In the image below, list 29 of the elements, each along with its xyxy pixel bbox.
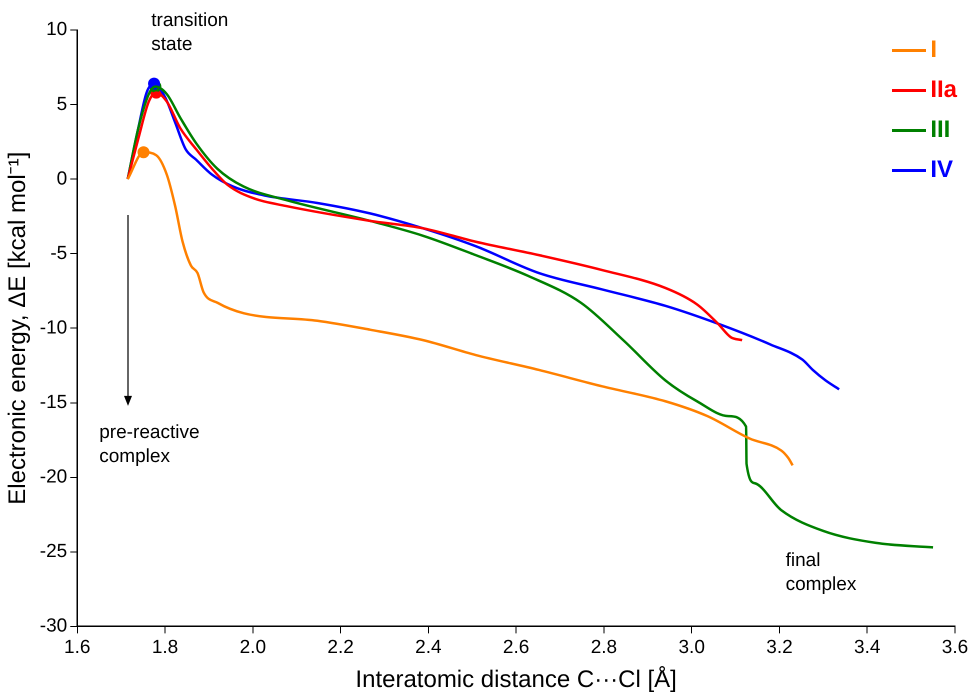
x-axis-title: Interatomic distance C···Cl [Å] — [355, 666, 677, 694]
y-tick-label: -30 — [40, 616, 68, 637]
legend-label: III — [930, 116, 950, 144]
x-tick-label: 3.6 — [942, 637, 968, 658]
x-tick-label: 2.8 — [590, 637, 618, 658]
y-tick-label: -5 — [50, 242, 68, 264]
x-tick-label: 2.4 — [415, 637, 442, 658]
legend-label: I — [930, 36, 937, 64]
annotation: final complex — [786, 548, 856, 597]
x-tick-label: 3.4 — [854, 637, 881, 658]
x-tick-label: 1.6 — [64, 637, 90, 658]
y-tick-label: -15 — [40, 392, 68, 413]
x-tick-label: 3.2 — [766, 637, 793, 658]
y-tick-label: -25 — [40, 541, 68, 562]
legend-label: IV — [930, 156, 953, 184]
y-tick-label: 10 — [46, 19, 68, 40]
y-tick-label: -20 — [40, 466, 68, 488]
y-tick-label: 5 — [56, 94, 68, 115]
x-tick-label: 2.0 — [240, 637, 266, 658]
x-tick-label: 3.0 — [678, 637, 705, 658]
y-axis-title: Electronic energy, ΔE [kcal mol⁻¹] — [4, 152, 32, 505]
x-tick-label: 2.2 — [327, 637, 354, 658]
annotation: pre-reactive complex — [99, 420, 200, 469]
y-tick-label: -10 — [40, 317, 68, 338]
legend-label: IIa — [930, 76, 957, 104]
annotation: transition state — [151, 8, 228, 57]
x-tick-label: 2.6 — [502, 637, 530, 658]
x-tick-label: 1.8 — [152, 637, 178, 658]
y-tick-label: 0 — [56, 168, 68, 190]
